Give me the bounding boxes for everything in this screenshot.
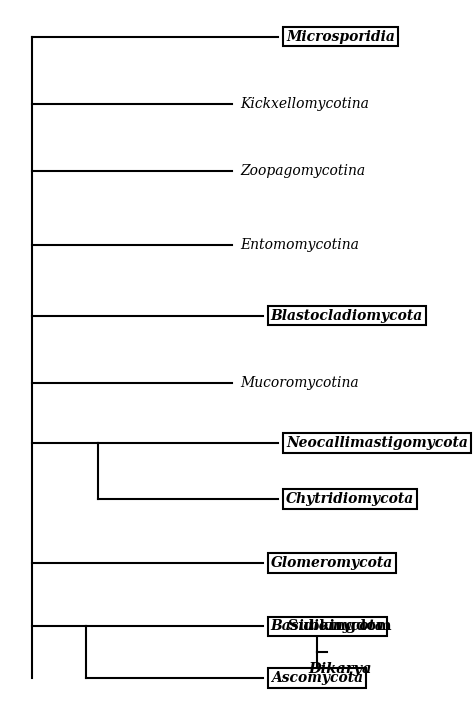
Text: Glomeromycota: Glomeromycota bbox=[271, 556, 393, 570]
Text: Chytridiomycota: Chytridiomycota bbox=[286, 492, 414, 506]
Text: Zoopagomycotina: Zoopagomycotina bbox=[240, 164, 365, 178]
Text: Neocallimastigomycota: Neocallimastigomycota bbox=[286, 436, 468, 450]
Text: Kickxellomycotina: Kickxellomycotina bbox=[240, 97, 369, 111]
Text: Subkingdom: Subkingdom bbox=[288, 620, 392, 633]
Text: Basidiomycota: Basidiomycota bbox=[271, 620, 385, 633]
Text: Microsporidia: Microsporidia bbox=[286, 30, 395, 44]
Text: Entomomycotina: Entomomycotina bbox=[240, 238, 359, 252]
Text: Mucoromycotina: Mucoromycotina bbox=[240, 376, 359, 390]
Text: Blastocladiomycota: Blastocladiomycota bbox=[271, 308, 423, 323]
Text: Dikarya: Dikarya bbox=[308, 661, 372, 676]
Text: Ascomycota: Ascomycota bbox=[271, 671, 363, 685]
